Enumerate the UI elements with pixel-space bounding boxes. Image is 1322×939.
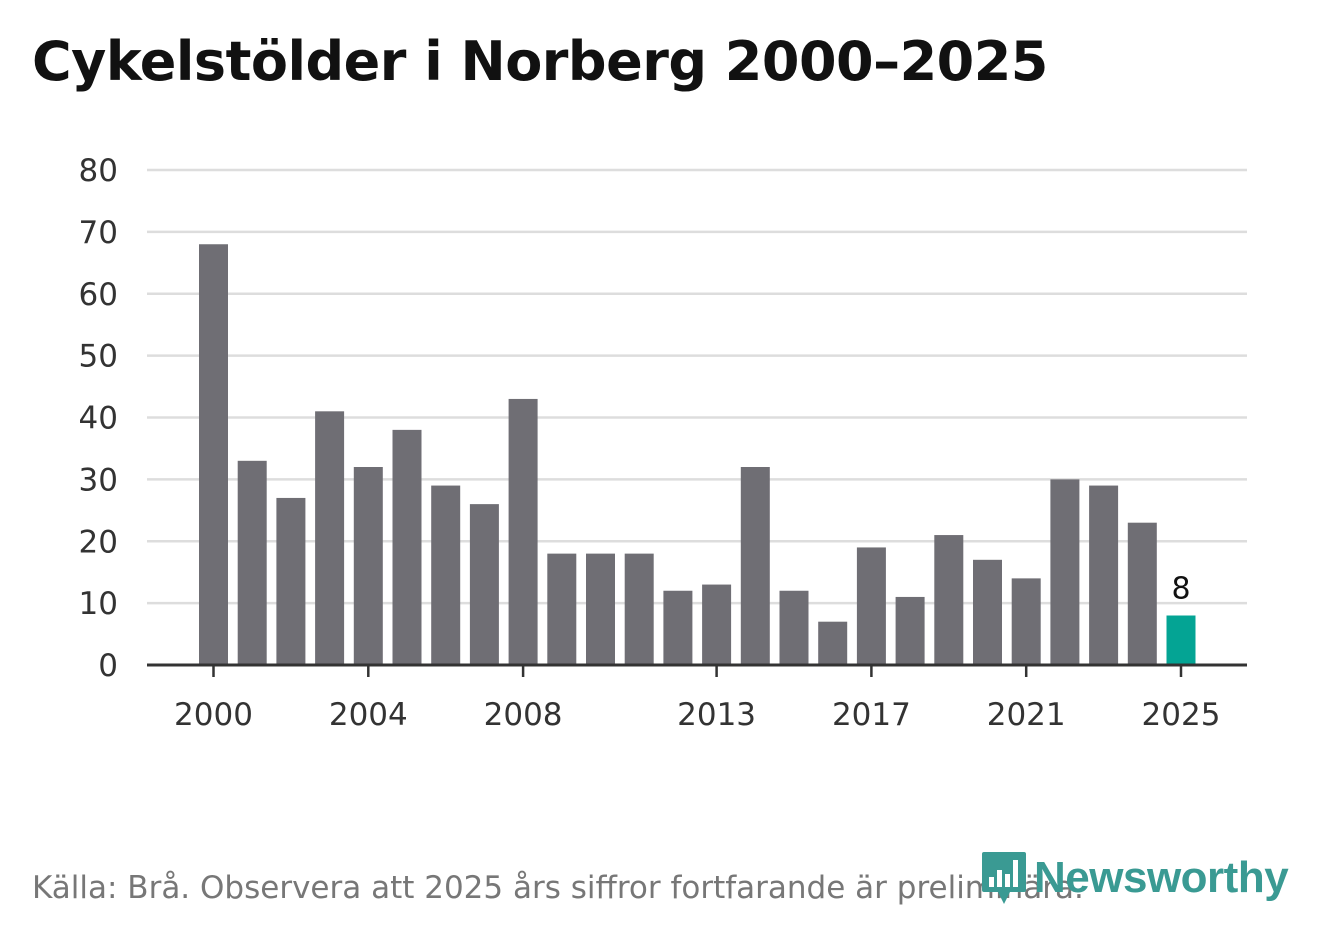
- x-tick-label-2000: 2000: [174, 697, 253, 733]
- x-tick-label-2021: 2021: [987, 697, 1066, 733]
- bar-2002: [276, 497, 306, 665]
- bar-2019: [934, 535, 964, 665]
- bar-2013: [702, 584, 732, 665]
- bar-2000: [199, 244, 228, 665]
- bar-2015: [779, 590, 809, 665]
- newsworthy-logo-icon: [982, 852, 1026, 904]
- y-tick-label-80: 80: [79, 153, 118, 189]
- bar-2008: [508, 398, 538, 665]
- x-tick-label-2017: 2017: [832, 697, 911, 733]
- bar-2001: [237, 460, 267, 665]
- bar-2023: [1089, 485, 1119, 665]
- bar-2011: [624, 553, 654, 665]
- bar-2006: [431, 485, 461, 665]
- bar-2014: [740, 467, 770, 665]
- chart-title: Cykelstölder i Norberg 2000–2025: [32, 30, 1048, 93]
- bar-2007: [469, 504, 499, 665]
- data-label-2025: 8: [1171, 572, 1190, 607]
- y-tick-label-40: 40: [79, 401, 118, 437]
- bar-2010: [586, 553, 615, 665]
- x-tick-label-2013: 2013: [677, 697, 756, 733]
- y-tick-label-0: 0: [98, 648, 118, 684]
- bar-2009: [547, 553, 577, 665]
- source-note: Källa: Brå. Observera att 2025 års siffr…: [32, 870, 1084, 906]
- bar-2025: [1166, 615, 1196, 665]
- y-tick-label-60: 60: [79, 277, 118, 313]
- bar-2021: [1011, 578, 1041, 665]
- bar-2012: [663, 590, 693, 665]
- bar-2017: [856, 547, 886, 665]
- y-tick-label-50: 50: [79, 339, 118, 375]
- newsworthy-brand: Newsworthy: [980, 850, 1289, 906]
- bar-2022: [1050, 479, 1080, 665]
- bar-2004: [353, 467, 383, 665]
- y-tick-label-10: 10: [79, 586, 118, 622]
- y-tick-label-70: 70: [79, 215, 118, 251]
- x-tick-label-2025: 2025: [1142, 697, 1221, 733]
- bar-2020: [973, 559, 1002, 665]
- y-tick-label-20: 20: [79, 524, 118, 560]
- bar-2016: [818, 621, 848, 665]
- bar-chart: 0 10 20 30 40 50 60 70 80 8 2000 2004 2008 2013 2017 20…: [79, 153, 1247, 733]
- y-tick-label-30: 30: [79, 462, 118, 498]
- bar-2003: [315, 411, 345, 665]
- brand-name: Newsworthy: [1034, 853, 1289, 902]
- x-tick-label-2008: 2008: [484, 697, 563, 733]
- bar-2024: [1127, 522, 1157, 665]
- bar-2018: [895, 596, 925, 665]
- bar-2005: [392, 429, 422, 665]
- x-tick-label-2004: 2004: [329, 697, 408, 733]
